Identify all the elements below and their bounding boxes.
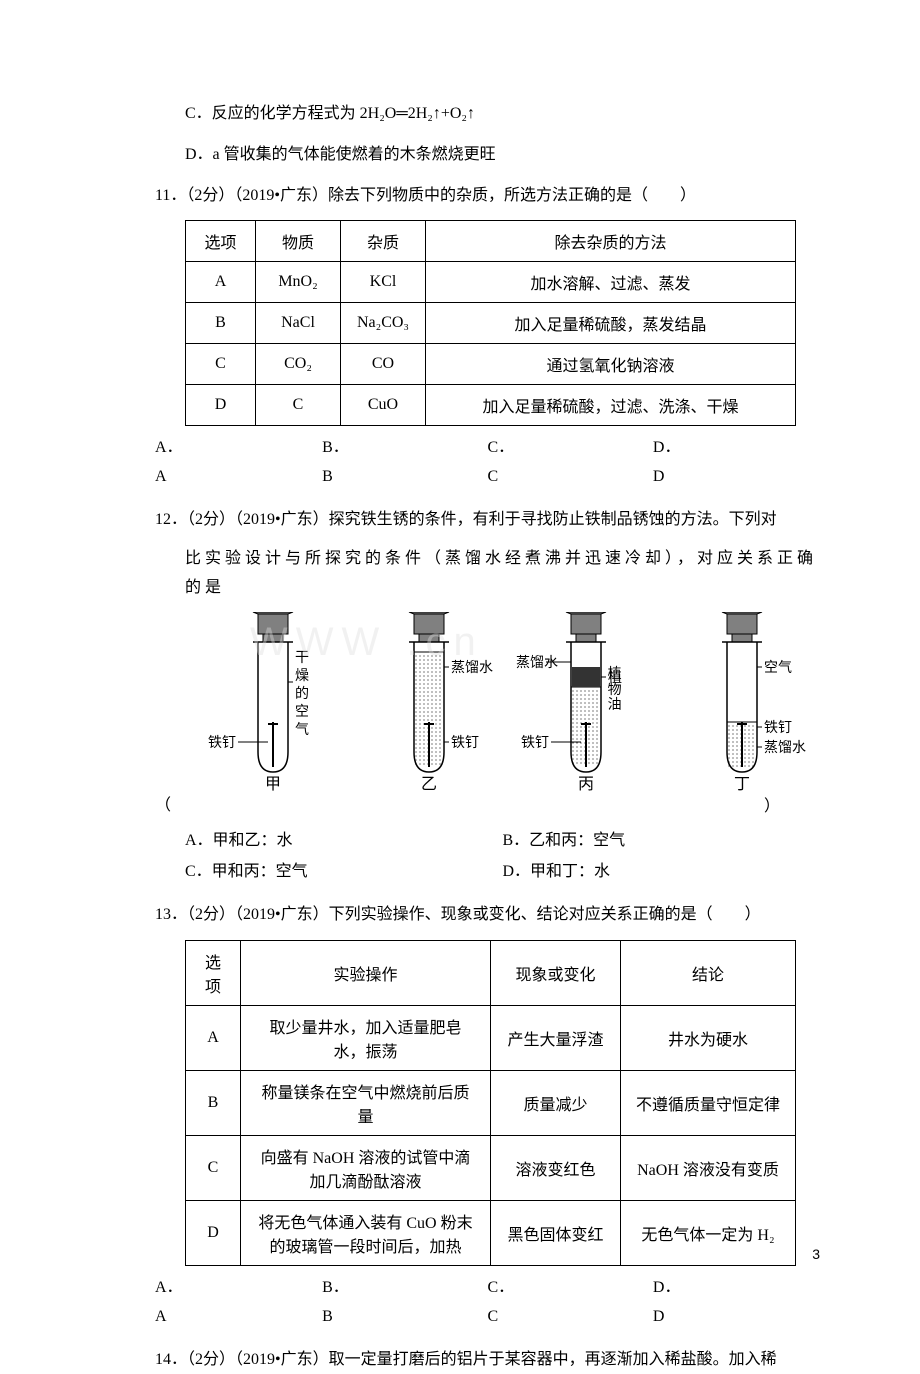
table-cell: 加入足量稀硫酸，蒸发结晶: [426, 303, 796, 344]
q12-opt-a: A．甲和乙：水: [185, 826, 503, 856]
table-cell: 加入足量稀硫酸，过滤、洗涤、干燥: [426, 385, 796, 426]
table-cell: 通过氢氧化钠溶液: [426, 344, 796, 385]
svg-text:蒸馏水: 蒸馏水: [451, 660, 493, 676]
table-cell: 取少量井水，加入适量肥皂水，振荡: [241, 1005, 491, 1070]
tube-bing: 蒸馏水植铁钉丙植物油: [516, 612, 656, 792]
tube-ding: 空气铁钉蒸馏水丁: [672, 612, 812, 792]
q10-opt-d: D．a 管收集的气体能使燃着的木条燃烧更旺: [155, 141, 820, 170]
q12-opt-d: D．甲和丁：水: [503, 857, 821, 887]
svg-text:蒸馏水: 蒸馏水: [764, 740, 806, 756]
table-cell: Na₂CO₃: [341, 303, 426, 344]
svg-text:燥: 燥: [295, 668, 309, 684]
table-cell: B: [186, 1070, 241, 1135]
q11-ans-d: D．D: [653, 434, 690, 492]
q13-answers: A．A B．B C．C D．D: [155, 1274, 820, 1332]
table-cell: 不遵循质量守恒定律: [621, 1070, 796, 1135]
q13-th-1: 实验操作: [241, 940, 491, 1005]
table-cell: 产生大量浮渣: [491, 1005, 621, 1070]
table-cell: 溶液变红色: [491, 1135, 621, 1200]
q13-th-0: 选项: [186, 940, 241, 1005]
q12-paren: （: [155, 792, 171, 821]
test-tube-icon: 空气铁钉蒸馏水丁: [672, 612, 812, 792]
svg-text:铁钉: 铁钉: [208, 735, 236, 751]
svg-text:铁钉: 铁钉: [521, 735, 549, 751]
q11-th-0: 选项: [186, 221, 256, 262]
page-number: 3: [812, 1246, 820, 1262]
table-cell: D: [186, 385, 256, 426]
q11-answers: A．A B．B C．C D．D: [155, 434, 820, 492]
test-tube-icon: 蒸馏水植铁钉丙: [516, 612, 656, 792]
q12-options: A．甲和乙：水 B．乙和丙：空气 C．甲和丙：空气 D．甲和丁：水: [185, 826, 820, 887]
table-cell: 黑色固体变红: [491, 1200, 621, 1265]
table-cell: NaCl: [256, 303, 341, 344]
q13-th-3: 结论: [621, 940, 796, 1005]
svg-text:丙: 丙: [578, 776, 594, 792]
table-cell: 将无色气体通入装有 CuO 粉末的玻璃管一段时间后，加热: [241, 1200, 491, 1265]
svg-text:蒸馏水: 蒸馏水: [516, 655, 558, 671]
q12-stem2: 比实验设计与所探究的条件（蒸馏水经煮沸并迅速冷却），对应关系正确的是: [155, 545, 820, 603]
table-cell: A: [186, 262, 256, 303]
table-cell: CuO: [341, 385, 426, 426]
tube-yi: 蒸馏水铁钉乙: [359, 612, 499, 792]
table-cell: CO₂: [256, 344, 341, 385]
svg-text:空气: 空气: [764, 660, 792, 676]
table-cell: 称量镁条在空气中燃烧前后质量: [241, 1070, 491, 1135]
table-cell: CO: [341, 344, 426, 385]
q11-ans-c: C．C: [488, 434, 523, 492]
q12-stem1: 12．（2分）（2019•广东）探究铁生锈的条件，有利于寻找防止铁制品锈蚀的方法…: [155, 506, 820, 535]
table-cell: MnO₂: [256, 262, 341, 303]
q10-opt-c: C．反应的化学方程式为 2H₂O═2H₂↑+O₂↑: [155, 100, 820, 129]
q13-ans-b: B．B: [322, 1274, 357, 1332]
q11-table: 选项 物质 杂质 除去杂质的方法 A MnO₂ KCl 加水溶解、过滤、蒸发 B…: [185, 220, 796, 426]
q14-stem: 14．（2分）（2019•广东）取一定量打磨后的铝片于某容器中，再逐渐加入稀盐酸…: [155, 1346, 820, 1374]
q11-ans-a: A．A: [155, 434, 192, 492]
table-cell: 无色气体一定为 H₂: [621, 1200, 796, 1265]
svg-text:空: 空: [295, 704, 309, 720]
q11-th-2: 杂质: [341, 221, 426, 262]
q12-opt-c: C．甲和丙：空气: [185, 857, 503, 887]
test-tube-icon: 铁钉 干燥的空气甲: [203, 612, 343, 792]
test-tube-icon: 蒸馏水铁钉乙: [359, 612, 499, 792]
table-cell: D: [186, 1200, 241, 1265]
svg-text:甲: 甲: [265, 776, 281, 792]
q12-diagram: 铁钉干燥的空气甲蒸馏水铁钉乙蒸馏水植铁钉丙植物油空气铁钉蒸馏水丁: [155, 612, 820, 792]
svg-text:丁: 丁: [734, 776, 750, 792]
q12-paren-close: ）: [732, 792, 780, 816]
q13-stem: 13．（2分）（2019•广东）下列实验操作、现象或变化、结论对应关系正确的是（…: [155, 901, 820, 930]
table-cell: 向盛有 NaOH 溶液的试管中滴加几滴酚酞溶液: [241, 1135, 491, 1200]
svg-text:干: 干: [295, 651, 309, 666]
table-cell: C: [186, 1135, 241, 1200]
q13-th-2: 现象或变化: [491, 940, 621, 1005]
q13-table: 选项 实验操作 现象或变化 结论 A 取少量井水，加入适量肥皂水，振荡 产生大量…: [185, 940, 796, 1266]
q13-ans-a: A．A: [155, 1274, 192, 1332]
svg-text:铁钉: 铁钉: [451, 735, 479, 751]
svg-text:乙: 乙: [421, 776, 437, 792]
tube-jia: 铁钉 干燥的空气甲: [203, 612, 343, 792]
table-cell: C: [256, 385, 341, 426]
table-cell: A: [186, 1005, 241, 1070]
q12-opt-b: B．乙和丙：空气: [503, 826, 821, 856]
svg-text:铁钉: 铁钉: [764, 720, 792, 736]
svg-text:气: 气: [295, 722, 309, 738]
table-cell: 质量减少: [491, 1070, 621, 1135]
q11-stem: 11．（2分）（2019•广东）除去下列物质中的杂质，所选方法正确的是（ ）: [155, 182, 820, 211]
table-cell: NaOH 溶液没有变质: [621, 1135, 796, 1200]
q13-ans-c: C．C: [488, 1274, 523, 1332]
q13-ans-d: D．D: [653, 1274, 690, 1332]
table-cell: 加水溶解、过滤、蒸发: [426, 262, 796, 303]
q11-th-1: 物质: [256, 221, 341, 262]
q11-ans-b: B．B: [322, 434, 357, 492]
table-cell: B: [186, 303, 256, 344]
q11-th-3: 除去杂质的方法: [426, 221, 796, 262]
svg-text:的: 的: [295, 686, 309, 702]
table-cell: 井水为硬水: [621, 1005, 796, 1070]
table-cell: KCl: [341, 262, 426, 303]
table-cell: C: [186, 344, 256, 385]
